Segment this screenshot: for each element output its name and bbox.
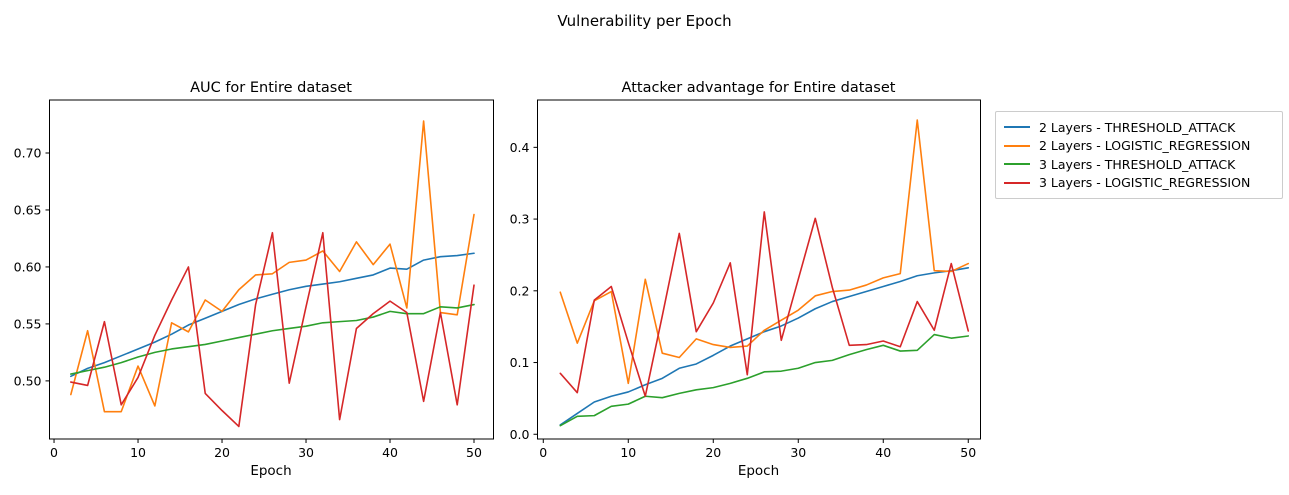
yticks-0: 0.50 0.55 0.60 0.65 0.70	[14, 145, 50, 388]
ytick-label: 0.60	[14, 259, 42, 274]
legend-label: 3 Layers - THRESHOLD_ATTACK	[1039, 156, 1236, 172]
xticks-0: 0 10 20 30 40 50	[50, 439, 482, 460]
xtick-label: 50	[960, 445, 976, 460]
series-line	[559, 119, 970, 385]
legend-line-swatch-red	[1004, 181, 1030, 184]
legend-label: 2 Layers - THRESHOLD_ATTACK	[1039, 119, 1236, 135]
axes-0: 0 10 20 30 40 50 0.50 0.55 0.60 0.65 0.70	[14, 99, 494, 460]
series-line	[70, 231, 475, 428]
ytick-label: 0.70	[14, 145, 42, 160]
ytick-label: 0.0	[510, 427, 530, 442]
ytick-label: 0.50	[14, 373, 42, 388]
yticks-1: 0.0 0.1 0.2 0.3 0.4	[510, 140, 538, 442]
ytick-label: 0.65	[14, 202, 42, 217]
xtick-label: 10	[620, 445, 636, 460]
auc-xaxis-label: Epoch	[250, 463, 292, 479]
ytick-label: 0.55	[14, 316, 42, 331]
legend-item-3layers-threshold: 3 Layers - THRESHOLD_ATTACK	[1004, 155, 1274, 174]
series-line	[70, 120, 475, 413]
xtick-label: 40	[875, 445, 891, 460]
legend-item-2layers-threshold: 2 Layers - THRESHOLD_ATTACK	[1004, 118, 1274, 137]
xtick-label: 20	[705, 445, 721, 460]
xtick-label: 0	[50, 445, 58, 460]
series-line	[70, 252, 475, 378]
auc-chart-title: AUC for Entire dataset	[190, 80, 352, 96]
legend: 2 Layers - THRESHOLD_ATTACK 2 Layers - L…	[995, 111, 1283, 199]
series-line	[559, 211, 970, 398]
figure-suptitle: Vulnerability per Epoch	[557, 12, 732, 30]
axes-1: 0 10 20 30 40 50 0.0 0.1 0.2 0.3 0.4	[510, 99, 981, 460]
advantage-chart-title: Attacker advantage for Entire dataset	[621, 80, 896, 96]
xtick-label: 20	[214, 445, 230, 460]
legend-line-swatch-orange	[1004, 144, 1030, 147]
ytick-label: 0.2	[510, 283, 530, 298]
legend-line-swatch-green	[1004, 163, 1030, 166]
legend-label: 2 Layers - LOGISTIC_REGRESSION	[1039, 138, 1251, 154]
series-line	[559, 267, 970, 426]
axes-spines	[49, 99, 494, 440]
series-line	[70, 303, 475, 375]
xtick-label: 10	[130, 445, 146, 460]
legend-line-swatch-blue	[1004, 126, 1030, 129]
xtick-label: 30	[790, 445, 806, 460]
xtick-label: 40	[382, 445, 398, 460]
axes-spines	[537, 99, 981, 440]
legend-label: 3 Layers - LOGISTIC_REGRESSION	[1039, 175, 1251, 191]
series-line	[559, 333, 970, 427]
ytick-label: 0.4	[510, 140, 530, 155]
xtick-label: 50	[466, 445, 482, 460]
ytick-label: 0.1	[510, 355, 530, 370]
ytick-label: 0.3	[510, 212, 530, 227]
advantage-xaxis-label: Epoch	[737, 463, 780, 479]
legend-item-3layers-logistic: 3 Layers - LOGISTIC_REGRESSION	[1004, 174, 1274, 193]
xticks-1: 0 10 20 30 40 50	[539, 439, 976, 460]
xtick-label: 30	[298, 445, 314, 460]
xtick-label: 0	[539, 445, 547, 460]
legend-item-2layers-logistic: 2 Layers - LOGISTIC_REGRESSION	[1004, 137, 1274, 156]
